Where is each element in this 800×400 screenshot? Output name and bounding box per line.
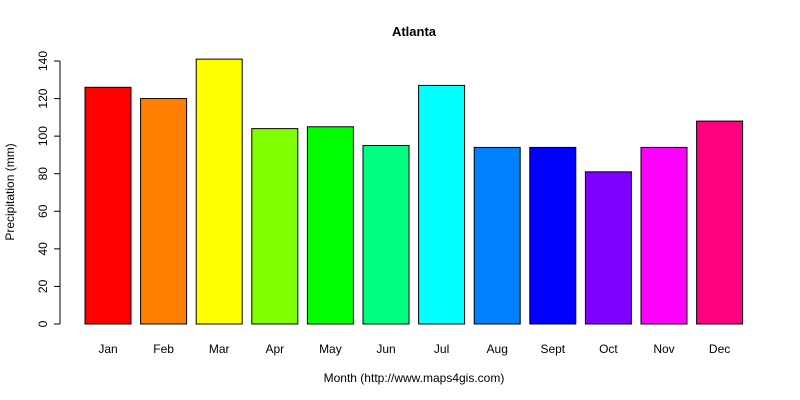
bar-jul <box>418 84 466 325</box>
y-tick-label: 20 <box>36 279 50 293</box>
y-axis: 0 20 40 60 80 100 120 140 <box>36 51 61 327</box>
x-tick-label: Mar <box>209 342 230 356</box>
bar-feb <box>140 98 188 325</box>
bar-mar <box>195 58 243 325</box>
bar-dec <box>696 120 744 325</box>
bar-jan <box>84 86 132 325</box>
x-tick-label: Feb <box>153 342 174 356</box>
x-axis-labels: Jan Feb Mar Apr May Jun Jul Aug Sept Oct Nov Dec <box>98 342 730 356</box>
x-tick-label: Apr <box>265 342 284 356</box>
bar-aug <box>473 146 521 325</box>
bar-nov <box>640 146 688 325</box>
bar-sept <box>529 146 577 325</box>
y-axis-label: Precipitation (mm) <box>3 143 17 240</box>
x-tick-label: Nov <box>653 342 674 356</box>
x-tick-label: Jun <box>376 342 395 356</box>
x-tick-label: Dec <box>709 342 730 356</box>
y-tick-label: 120 <box>36 88 50 108</box>
y-tick-label: 0 <box>36 320 50 327</box>
chart-title: Atlanta <box>392 24 437 39</box>
x-tick-label: Jan <box>98 342 117 356</box>
y-tick-label: 60 <box>36 204 50 218</box>
x-tick-label: May <box>319 342 342 356</box>
x-axis-label: Month (http://www.maps4gis.com) <box>324 371 505 385</box>
x-tick-label: Oct <box>599 342 618 356</box>
bar-oct <box>584 171 632 325</box>
y-tick-label: 140 <box>36 51 50 71</box>
y-tick-label: 100 <box>36 126 50 146</box>
y-tick-label: 80 <box>36 167 50 181</box>
x-tick-label: Aug <box>487 342 508 356</box>
x-tick-label: Sept <box>540 342 565 356</box>
bar-may <box>306 126 354 325</box>
bar-jun <box>362 145 410 325</box>
x-tick-label: Jul <box>434 342 449 356</box>
bars <box>84 58 744 325</box>
y-tick-label: 40 <box>36 242 50 256</box>
bar-apr <box>251 128 299 325</box>
